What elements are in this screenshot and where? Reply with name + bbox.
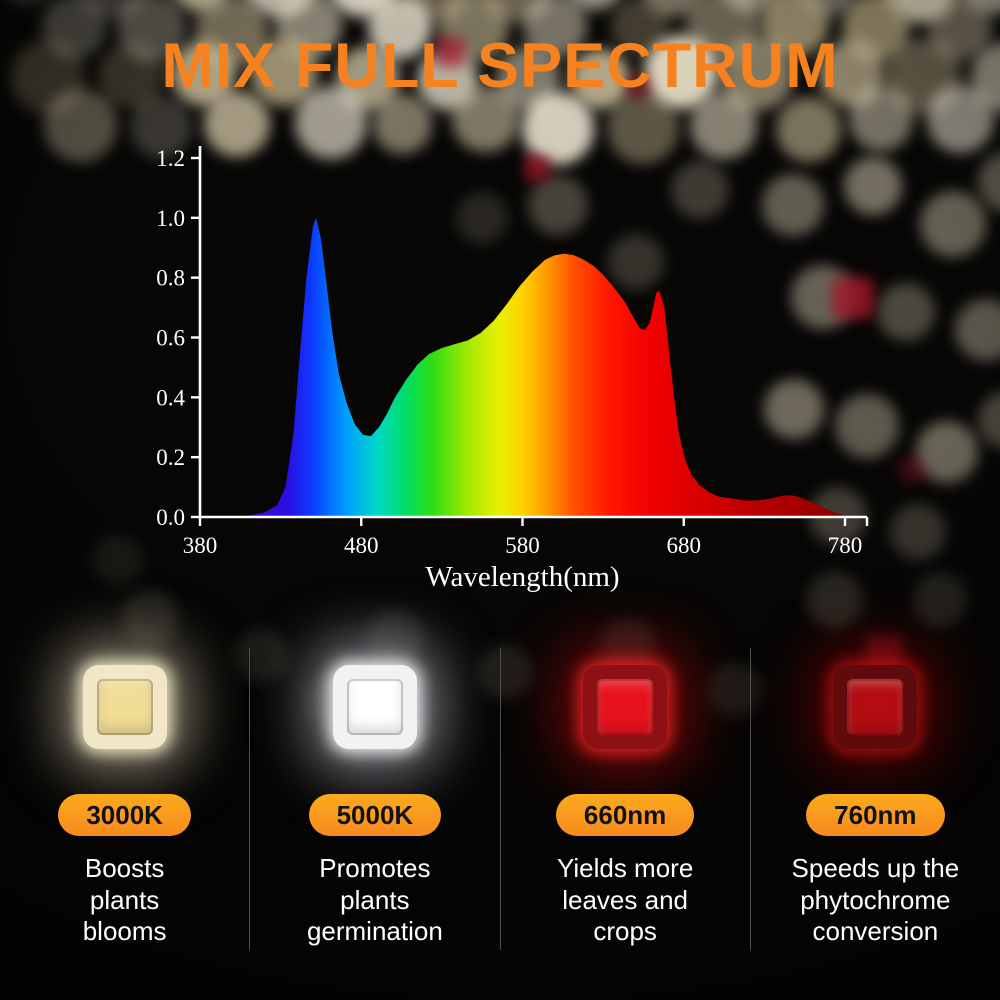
deep-red-led-icon: [833, 648, 918, 766]
feature-description: Yields more leaves and crops: [556, 853, 694, 947]
led-chip-frame: [833, 665, 918, 749]
spectrum-area: [200, 217, 845, 518]
wavelength-badge: 660nm: [555, 794, 695, 836]
x-tick-label: 380: [183, 533, 218, 558]
led-chip-frame: [583, 665, 668, 749]
led-chip-die: [346, 679, 403, 735]
feature-card: 3000K Boosts plants blooms: [0, 648, 249, 950]
y-tick-label: 1.2: [156, 146, 185, 171]
feature-card: 5000K Promotes plants germination: [249, 648, 499, 950]
feature-columns: 3000K Boosts plants blooms 5000K Promote…: [0, 648, 1000, 950]
y-tick-label: 0.4: [156, 385, 185, 410]
feature-description: Boosts plants blooms: [82, 853, 167, 947]
warm-white-led-icon: [82, 648, 167, 766]
feature-card: 760nm Speeds up the phytochrome conversi…: [749, 648, 1000, 950]
wavelength-badge: 760nm: [806, 794, 945, 836]
page-title: MIX FULL SPECTRUM: [161, 31, 839, 101]
x-tick-label: 780: [828, 533, 863, 558]
x-axis-title: Wavelength(nm): [425, 561, 619, 593]
led-chip-die: [847, 679, 904, 735]
wavelength-badge: 3000K: [58, 794, 191, 836]
cool-white-led-icon: [332, 648, 417, 766]
feature-description: Promotes plants germination: [306, 853, 443, 947]
led-chip-die: [597, 679, 654, 735]
led-chip-frame: [332, 665, 417, 749]
feature-description: Speeds up the phytochrome conversion: [791, 853, 960, 947]
y-tick-label: 0.6: [156, 326, 185, 351]
x-tick-label: 480: [344, 533, 379, 558]
led-chip-die: [96, 679, 153, 735]
spectrum-chart: 380 480 580 680 780 0.0 0.2 0.4 0.6 0.8 1.0 1.2 Wave…: [115, 140, 885, 610]
wavelength-badge: 5000K: [308, 794, 442, 836]
feature-card: 660nm Yields more leaves and crops: [499, 648, 750, 950]
y-tick-label: 0.0: [156, 505, 185, 530]
y-tick-label: 0.2: [156, 445, 185, 470]
x-tick-label: 680: [667, 533, 702, 558]
y-tick-label: 1.0: [156, 206, 185, 231]
y-tick-label: 0.8: [156, 266, 185, 291]
red-led-icon: [583, 648, 668, 766]
led-chip-frame: [82, 665, 167, 749]
x-tick-label: 580: [505, 533, 540, 558]
spectrum-chart-svg: 380 480 580 680 780 0.0 0.2 0.4 0.6 0.8 1.0 1.2 Wave…: [156, 146, 869, 593]
